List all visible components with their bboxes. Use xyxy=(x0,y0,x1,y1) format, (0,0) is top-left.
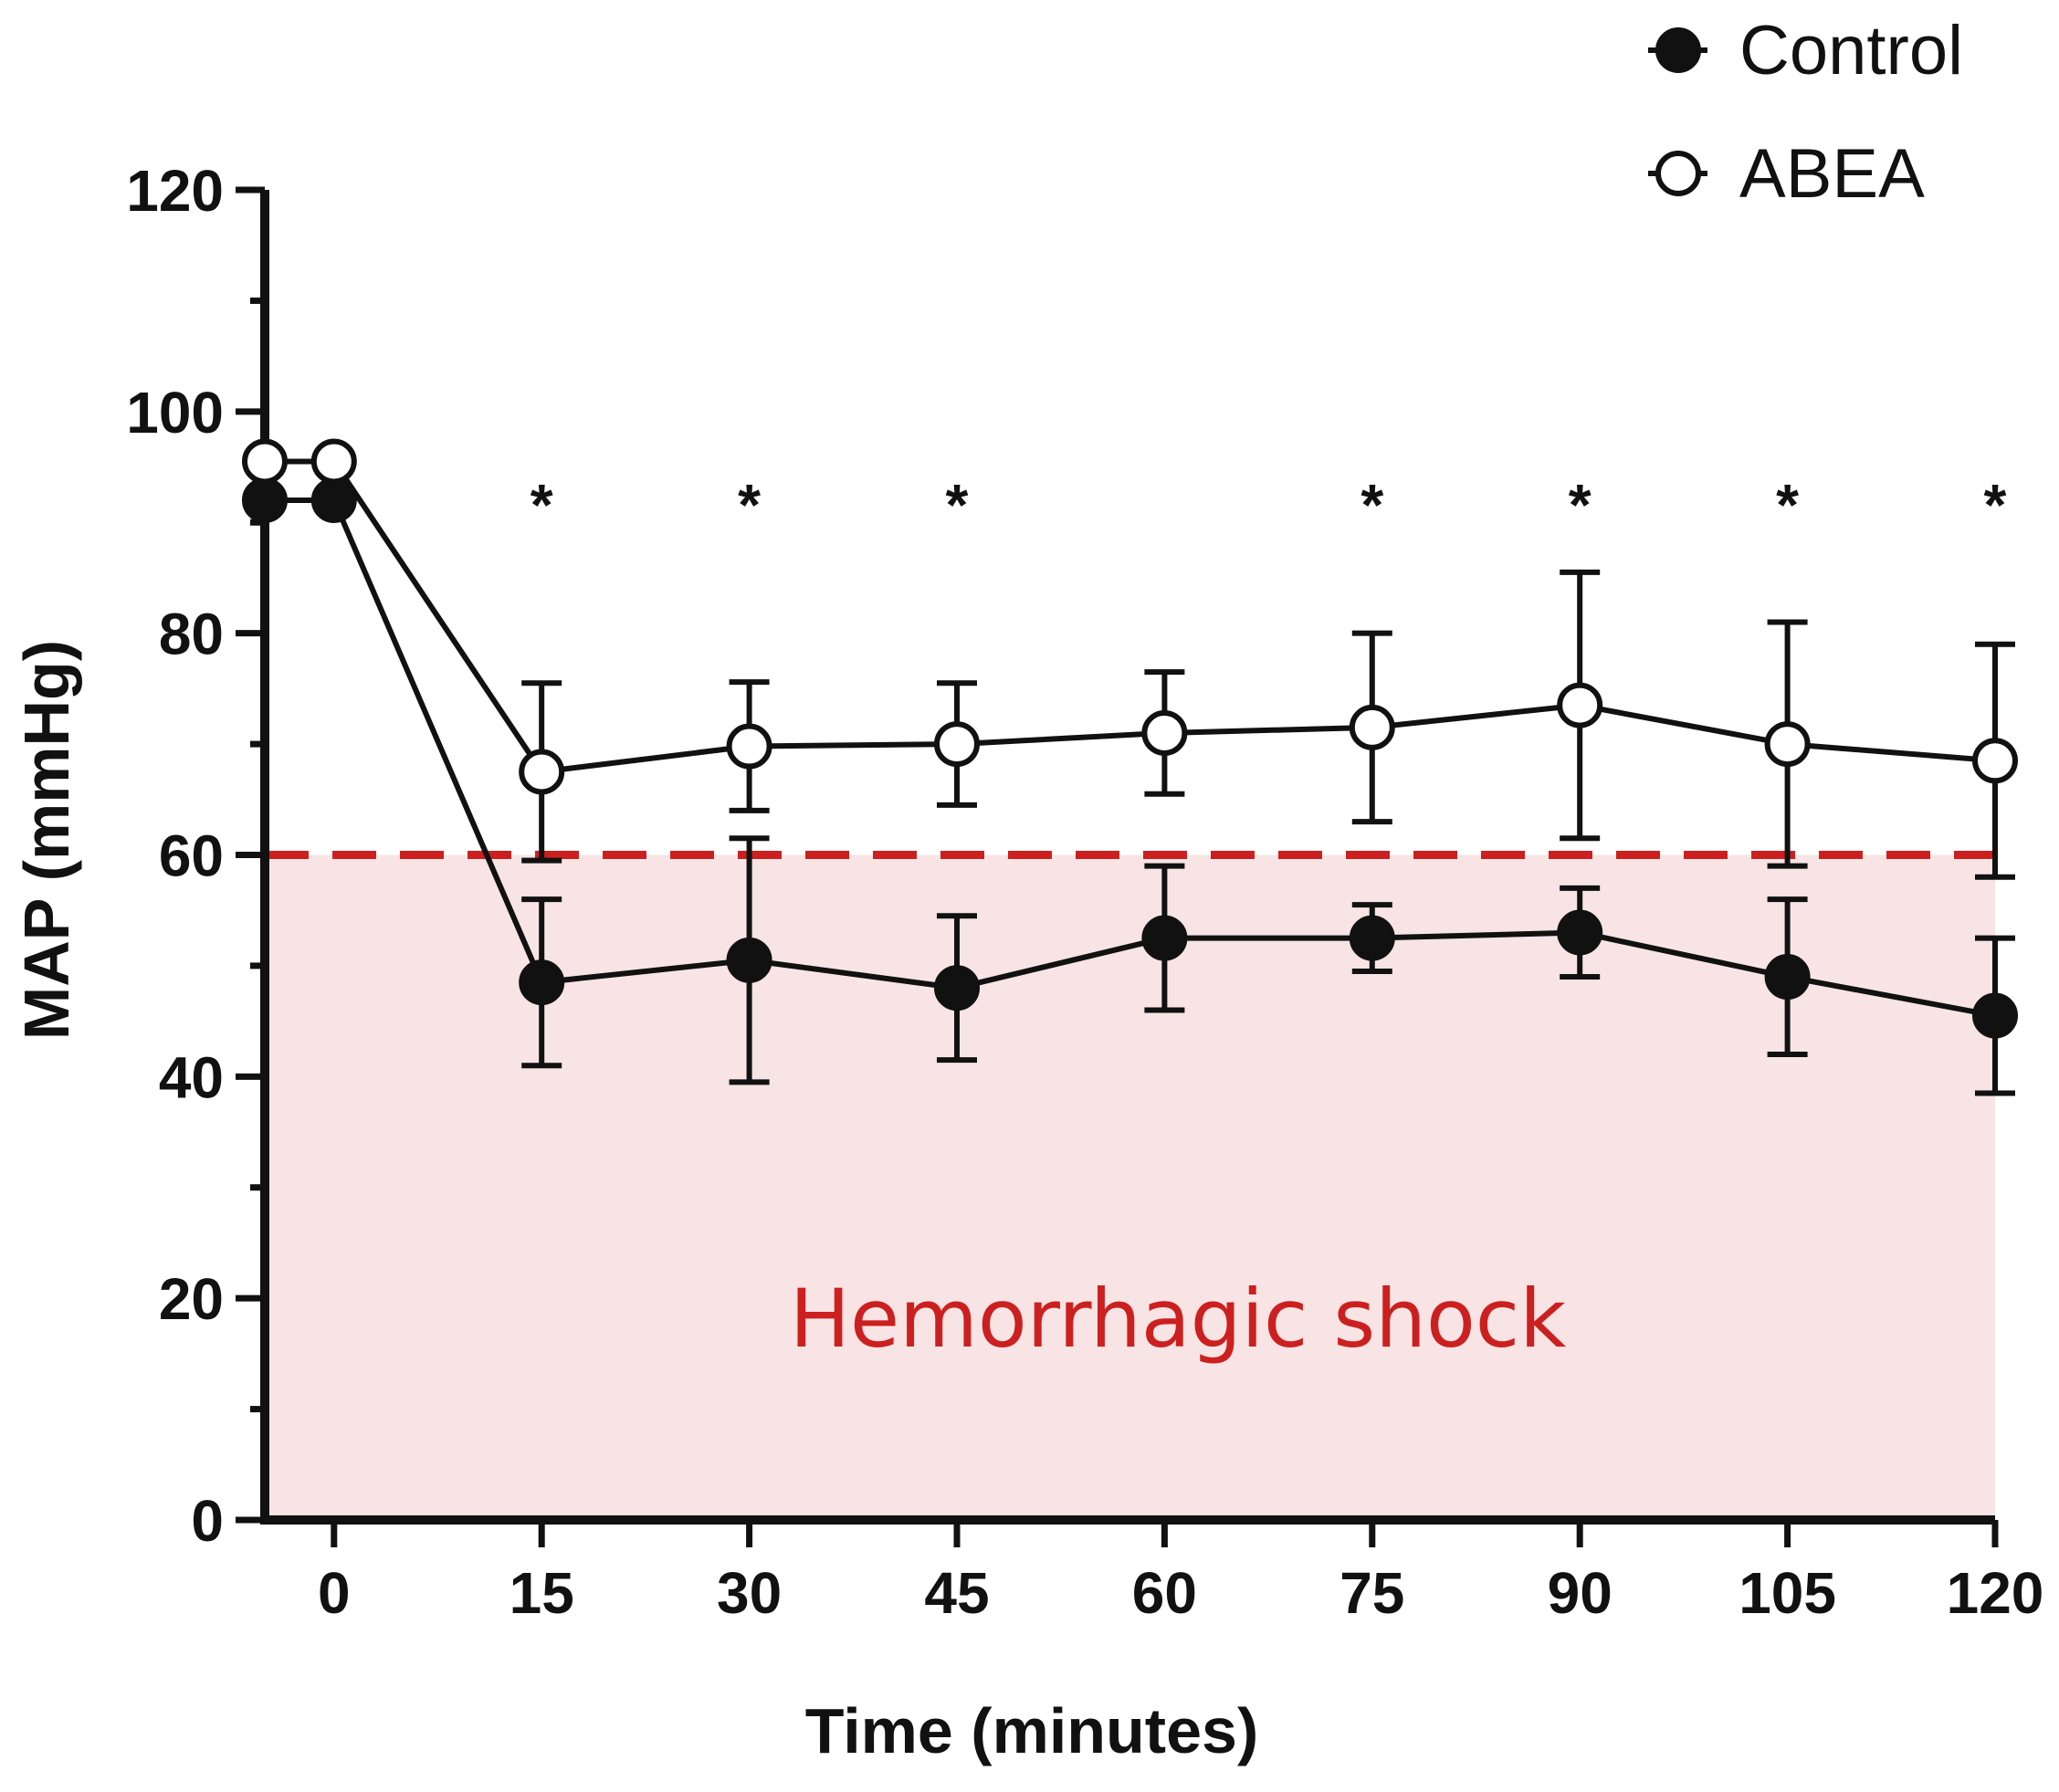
control-point xyxy=(726,937,772,983)
significance-asterisk: * xyxy=(738,472,761,538)
axes: 0 20 40 60 80 100 120 0 15 30 45 60 75 90 105 120 xyxy=(126,158,2043,1626)
control-point xyxy=(519,959,565,1006)
x-tick-label: 120 xyxy=(1947,1560,2044,1626)
legend-control-marker xyxy=(1655,27,1701,73)
x-tick-label: 60 xyxy=(1132,1560,1197,1626)
x-tick-label: 15 xyxy=(509,1560,574,1626)
control-point xyxy=(1972,992,2018,1039)
y-tick-label: 20 xyxy=(159,1266,224,1332)
x-tick-label: 45 xyxy=(924,1560,989,1626)
significance-asterisk: * xyxy=(1569,472,1592,538)
legend: Control ABEA xyxy=(1648,12,1963,213)
abea-point xyxy=(1557,682,1603,728)
abea-point xyxy=(1764,721,1811,768)
x-axis-title: Time (minutes) xyxy=(805,1695,1259,1766)
abea-point xyxy=(1141,709,1188,756)
x-tick-label: 90 xyxy=(1548,1560,1613,1626)
control-point xyxy=(242,477,288,523)
y-axis-title: MAP (mmHg) xyxy=(11,640,82,1040)
significance-markers: * * * * * * * xyxy=(531,472,2007,538)
control-point xyxy=(1764,954,1811,1001)
y-tick-label: 120 xyxy=(126,158,224,224)
control-point xyxy=(1141,915,1188,961)
abea-point xyxy=(310,438,357,485)
significance-asterisk: * xyxy=(1360,472,1383,538)
abea-point xyxy=(1972,738,2018,784)
x-tick-label: 75 xyxy=(1339,1560,1404,1626)
y-tick-label: 80 xyxy=(159,602,224,667)
significance-asterisk: * xyxy=(946,472,969,538)
significance-asterisk: * xyxy=(1984,472,2007,538)
y-tick-label: 100 xyxy=(126,380,224,445)
series-layer xyxy=(242,438,2018,1096)
x-tick-label: 105 xyxy=(1739,1560,1836,1626)
control-point xyxy=(1349,915,1395,961)
shaded-region-label: Hemorrhagic shock xyxy=(790,1272,1566,1366)
x-tick-label: 0 xyxy=(318,1560,351,1626)
legend-abea-label: ABEA xyxy=(1739,135,1925,213)
y-tick-label: 0 xyxy=(191,1488,224,1554)
x-tick-label: 30 xyxy=(717,1560,782,1626)
shaded-region-layer xyxy=(265,851,1995,1520)
control-point xyxy=(934,965,980,1011)
y-tick-label: 60 xyxy=(159,823,224,889)
abea-point xyxy=(242,438,288,485)
legend-abea-marker xyxy=(1655,151,1701,196)
y-tick-label: 40 xyxy=(159,1044,224,1110)
control-point xyxy=(1557,909,1603,956)
legend-control-label: Control xyxy=(1739,12,1963,89)
shaded-region xyxy=(265,854,1995,1520)
significance-asterisk: * xyxy=(531,472,553,538)
abea-series-line xyxy=(265,458,1996,775)
abea-point xyxy=(1349,704,1395,750)
abea-point xyxy=(519,749,565,795)
significance-asterisk: * xyxy=(1776,472,1799,538)
abea-point xyxy=(726,723,772,770)
control-series-line xyxy=(265,497,1996,1019)
abea-point xyxy=(934,721,980,768)
